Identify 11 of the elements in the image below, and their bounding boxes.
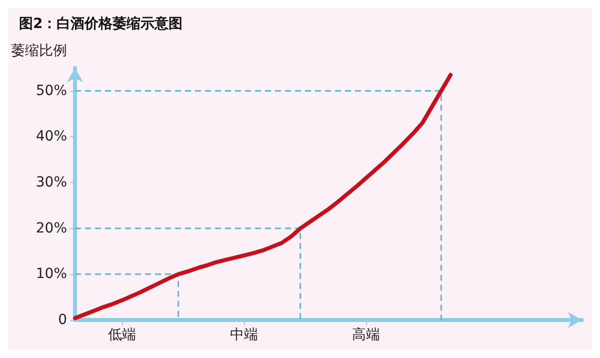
x-tick-label: 中端 xyxy=(230,327,258,343)
y-tick-label: 20% xyxy=(36,220,67,236)
y-axis-title: 萎缩比例 xyxy=(11,43,67,59)
x-tick-label: 低端 xyxy=(108,327,136,343)
y-tick-label: 30% xyxy=(36,174,67,191)
chart-title: 图2：白酒价格萎缩示意图 xyxy=(19,15,183,32)
y-tick-label: 0 xyxy=(58,312,67,328)
x-tick-label: 高端 xyxy=(352,327,380,343)
y-tick-label: 50% xyxy=(36,82,67,99)
y-tick-label: 40% xyxy=(36,128,67,145)
y-tick-label: 10% xyxy=(36,266,67,282)
